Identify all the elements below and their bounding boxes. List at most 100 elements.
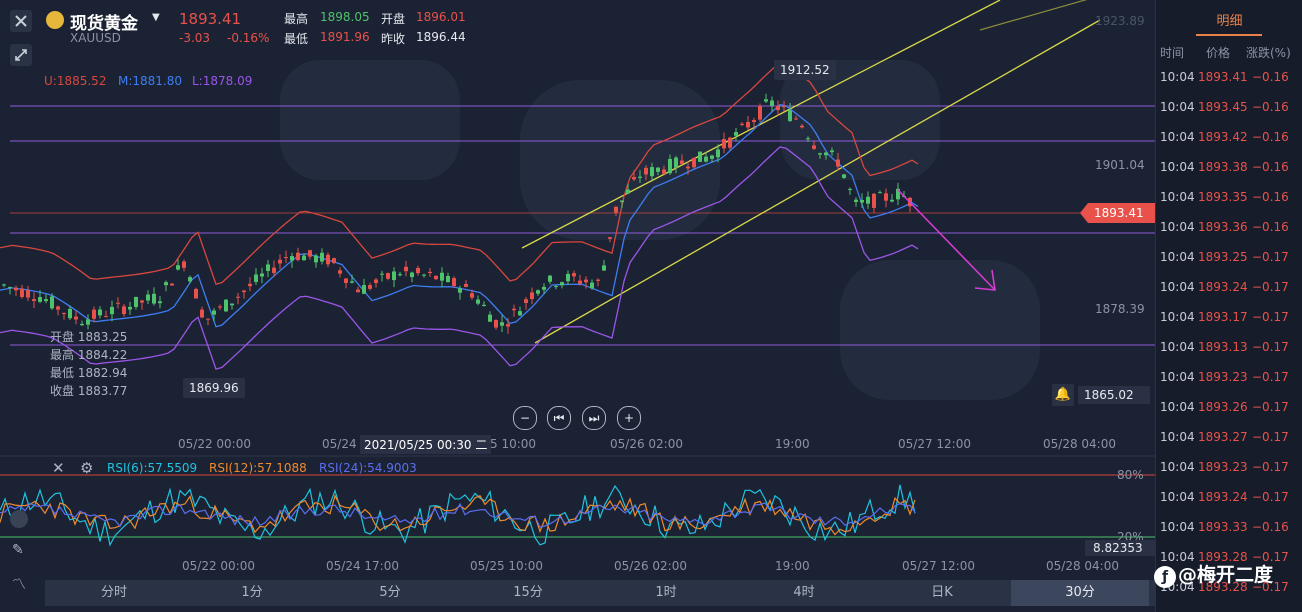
rsi-80-label: 80% bbox=[1117, 468, 1144, 482]
trade-price: 1893.23 bbox=[1198, 370, 1248, 384]
candle-body bbox=[338, 270, 342, 274]
tab-detail[interactable]: 明细 bbox=[1216, 14, 1243, 29]
zoom-in-button[interactable]: + bbox=[617, 406, 641, 430]
rsi-close-icon[interactable]: ✕ bbox=[52, 459, 65, 477]
candle-body bbox=[554, 286, 558, 288]
candle-body bbox=[140, 300, 144, 303]
rsi12-legend: RSI(12):57.1088 bbox=[209, 461, 307, 475]
candle-body bbox=[824, 152, 828, 156]
instrument-name[interactable]: 现货黄金 bbox=[70, 14, 138, 34]
tf-daily[interactable]: 日K bbox=[931, 585, 953, 600]
candle-body bbox=[560, 282, 564, 286]
candle-body bbox=[152, 293, 156, 304]
candle-body bbox=[626, 189, 630, 194]
candle-body bbox=[14, 287, 18, 291]
candle-body bbox=[320, 252, 324, 262]
candle-body bbox=[134, 296, 138, 307]
candle-body bbox=[836, 159, 840, 167]
candle-body bbox=[788, 110, 792, 122]
candle-body bbox=[722, 138, 726, 149]
pen-tool-icon[interactable]: ✎ bbox=[12, 542, 24, 558]
candle-body bbox=[194, 289, 198, 299]
zoom-out-button[interactable]: − bbox=[513, 406, 537, 430]
candle-body bbox=[20, 288, 24, 297]
current-price-tag: 1893.41 bbox=[1080, 203, 1155, 223]
candle-body bbox=[254, 274, 258, 282]
tf-1min[interactable]: 1分 bbox=[241, 585, 263, 600]
candle-body bbox=[668, 158, 672, 174]
trade-row: 10:04 1893.42 −0.16 bbox=[1156, 122, 1302, 152]
scroll-right-button[interactable]: ⏭ bbox=[582, 406, 606, 430]
candle-body bbox=[296, 252, 300, 261]
candle-body bbox=[698, 151, 702, 162]
trade-price: 1893.23 bbox=[1198, 460, 1248, 474]
candle-body bbox=[656, 167, 660, 172]
candle-body bbox=[812, 145, 816, 149]
tf-5min[interactable]: 5分 bbox=[379, 585, 401, 600]
candle-body bbox=[674, 157, 678, 168]
candle-body bbox=[518, 311, 522, 316]
candle-body bbox=[56, 306, 60, 310]
trade-time: 10:04 bbox=[1160, 70, 1195, 84]
crosshair-time: 2021/05/25 00:30 二 bbox=[360, 435, 492, 454]
price-chart[interactable]: 1923.89 1901.04 1878.39 bbox=[0, 0, 1155, 458]
rsi24-line bbox=[0, 502, 916, 528]
alert-bell-icon[interactable]: 🔔 bbox=[1052, 384, 1074, 406]
trade-row: 10:04 1893.24 −0.17 bbox=[1156, 272, 1302, 302]
candle-body bbox=[362, 285, 366, 294]
candle-body bbox=[596, 279, 600, 281]
scroll-left-button[interactable]: ⏮ bbox=[547, 406, 571, 430]
rsi-time-label: 05/27 12:00 bbox=[902, 559, 975, 573]
candle-body bbox=[746, 121, 750, 128]
tf-15min[interactable]: 15分 bbox=[513, 585, 543, 600]
candle-body bbox=[98, 309, 102, 316]
candle-body bbox=[224, 299, 228, 312]
tf-1hour[interactable]: 1时 bbox=[655, 585, 677, 600]
bb-lower-legend: L:1878.09 bbox=[192, 74, 253, 88]
fullscreen-button[interactable] bbox=[10, 44, 32, 66]
candle-body bbox=[806, 138, 810, 140]
trade-time: 10:04 bbox=[1160, 130, 1195, 144]
col-change-header: 涨跌(%) bbox=[1246, 46, 1291, 60]
ohlc-high: 最高 1884.22 bbox=[50, 348, 128, 362]
tf-4hour[interactable]: 4时 bbox=[793, 585, 815, 600]
candle-body bbox=[500, 322, 504, 326]
candle-body bbox=[308, 250, 312, 257]
candle-body bbox=[716, 149, 720, 158]
dropdown-caret-icon[interactable]: ▼ bbox=[152, 12, 160, 23]
rsi-chart[interactable] bbox=[0, 458, 1155, 580]
collapse-icon bbox=[15, 49, 27, 61]
high-value: 1898.05 bbox=[320, 10, 370, 24]
candle-body bbox=[26, 290, 30, 298]
bb-lower-line bbox=[0, 146, 919, 370]
tf-30min[interactable]: 30分 bbox=[1011, 580, 1149, 606]
tf-fenshi[interactable]: 分时 bbox=[100, 585, 127, 600]
candle-body bbox=[818, 153, 822, 155]
rsi-settings-icon[interactable]: ⚙ bbox=[80, 459, 94, 477]
trade-row: 10:04 1893.25 −0.17 bbox=[1156, 242, 1302, 272]
candle-body bbox=[530, 292, 534, 300]
trade-time: 10:04 bbox=[1160, 220, 1195, 234]
trade-price: 1893.24 bbox=[1198, 280, 1248, 294]
indicator-tool-icon[interactable]: 〽 bbox=[12, 577, 26, 593]
alert-price: 1865.02 bbox=[1078, 386, 1150, 404]
trade-row: 10:04 1893.17 −0.17 bbox=[1156, 302, 1302, 332]
trade-change: −0.16 bbox=[1252, 190, 1289, 204]
candle-body bbox=[272, 267, 276, 273]
candle-body bbox=[602, 265, 606, 271]
rsi12-line bbox=[0, 494, 916, 536]
candle-body bbox=[632, 176, 636, 180]
magnet-tool-icon[interactable] bbox=[10, 510, 28, 528]
candle-body bbox=[50, 296, 54, 309]
low-value: 1891.96 bbox=[320, 30, 370, 44]
ohlc-close: 收盘 1883.77 bbox=[50, 384, 128, 398]
channel-upper bbox=[521, 0, 1001, 249]
close-button[interactable] bbox=[10, 10, 32, 32]
high-label: 最高 bbox=[284, 12, 309, 26]
trade-change: −0.17 bbox=[1252, 310, 1289, 324]
candle-body bbox=[398, 274, 402, 276]
candle-body bbox=[800, 125, 804, 128]
rsi-time-label: 19:00 bbox=[775, 559, 810, 573]
candle-body bbox=[428, 271, 432, 274]
candle-body bbox=[866, 196, 870, 204]
